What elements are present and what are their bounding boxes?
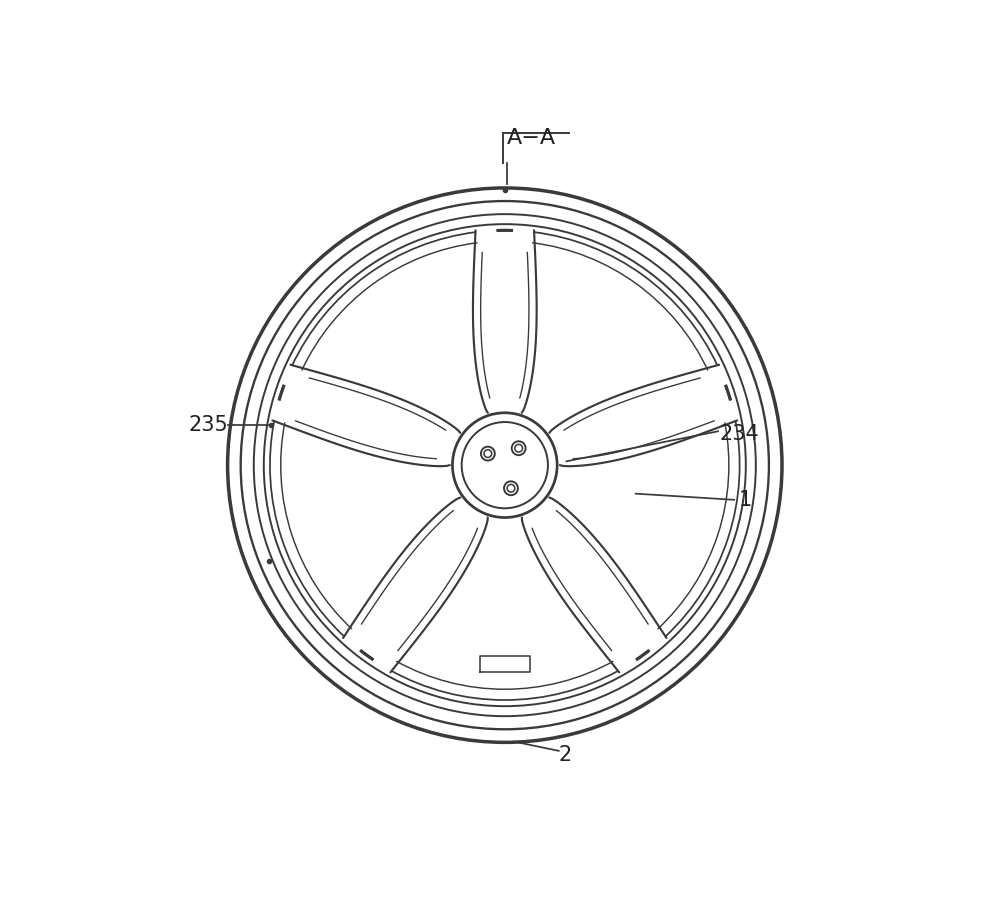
Text: 2: 2 [558,745,571,765]
Text: 234: 234 [720,423,760,443]
Text: A−A: A−A [507,128,556,148]
Text: 235: 235 [188,415,228,435]
Circle shape [452,413,557,518]
Text: 1: 1 [739,490,752,510]
